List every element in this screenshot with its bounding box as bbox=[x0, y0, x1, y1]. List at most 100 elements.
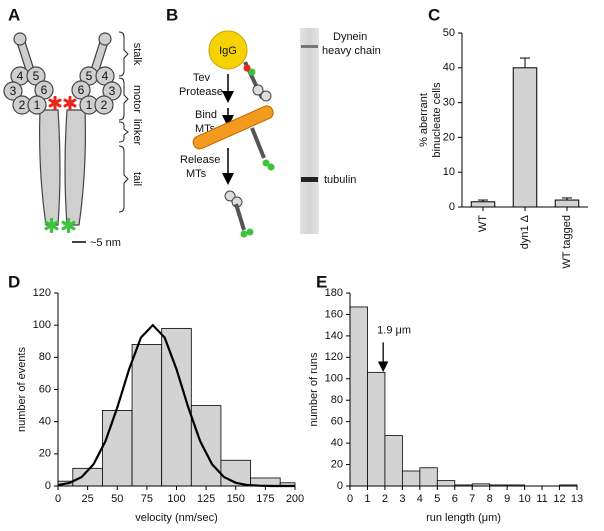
y-tick-label: 140 bbox=[325, 330, 343, 342]
x-tick-label: 0 bbox=[55, 493, 61, 505]
red-tag bbox=[48, 96, 62, 110]
x-tick-label: WT tagged bbox=[561, 215, 573, 269]
dynein-head bbox=[224, 190, 236, 202]
x-tick-label: 4 bbox=[417, 493, 423, 505]
stalk-head bbox=[98, 32, 112, 46]
y-tick-label: 40 bbox=[39, 416, 51, 428]
x-tick-label: dyn1 Δ bbox=[519, 214, 531, 249]
scale-label: ~5 nm bbox=[90, 237, 121, 249]
step-label: Release bbox=[180, 154, 220, 166]
x-tick-label: 12 bbox=[553, 493, 565, 505]
y-tick-label: 100 bbox=[33, 319, 51, 331]
step-label: Tev bbox=[193, 72, 211, 84]
histogram-bar bbox=[349, 306, 368, 487]
bracket bbox=[118, 77, 129, 121]
x-tick-label: 125 bbox=[197, 493, 215, 505]
region-label: linker bbox=[131, 119, 143, 146]
x-tick-label: 9 bbox=[504, 493, 510, 505]
annotation: 1.9 μm bbox=[377, 324, 411, 336]
y-tick-label: 0 bbox=[449, 201, 455, 213]
gel-lane bbox=[300, 28, 319, 234]
panel-label: B bbox=[166, 5, 178, 24]
y-axis-label: number of runs bbox=[308, 352, 320, 426]
x-tick-label: 100 bbox=[167, 493, 185, 505]
dynein-cartoon bbox=[250, 127, 266, 159]
y-tick-label: 80 bbox=[331, 394, 343, 406]
x-tick-label: 1 bbox=[364, 493, 370, 505]
histogram-bar bbox=[401, 470, 421, 487]
x-tick-label: WT bbox=[477, 215, 489, 232]
band-label: tubulin bbox=[324, 174, 356, 186]
green-tag bbox=[262, 159, 270, 167]
domain-number: 1 bbox=[86, 98, 93, 112]
y-tick-label: 30 bbox=[443, 97, 455, 109]
histogram-bar bbox=[367, 371, 386, 487]
histogram-bar bbox=[190, 405, 222, 487]
motor-left: 4 5 3 6 2 1 bbox=[3, 66, 54, 115]
x-tick-label: 200 bbox=[286, 493, 304, 505]
gel-band bbox=[301, 45, 318, 48]
domain bbox=[71, 80, 91, 100]
tail bbox=[64, 109, 86, 226]
gel-band bbox=[301, 177, 318, 182]
y-tick-label: 20 bbox=[331, 458, 343, 470]
y-tick-label: 60 bbox=[331, 416, 343, 428]
motor-right: 5 4 6 3 1 2 bbox=[71, 66, 122, 115]
x-tick-label: 75 bbox=[141, 493, 153, 505]
domain-number: 1 bbox=[34, 98, 41, 112]
y-tick-label: 20 bbox=[443, 131, 455, 143]
step-label: Protease bbox=[179, 86, 223, 98]
microtubule bbox=[192, 105, 274, 150]
x-tick-label: 2 bbox=[382, 493, 388, 505]
stalk bbox=[17, 38, 34, 74]
x-tick-label: 3 bbox=[399, 493, 405, 505]
domain-number: 6 bbox=[78, 83, 85, 97]
x-tick-label: 7 bbox=[469, 493, 475, 505]
red-tag bbox=[243, 64, 251, 72]
x-tick-label: 175 bbox=[256, 493, 274, 505]
domain-number: 5 bbox=[86, 69, 93, 83]
y-axis-label: number of events bbox=[16, 347, 28, 432]
domain-number: 5 bbox=[33, 69, 40, 83]
panel-label: A bbox=[8, 5, 20, 24]
histogram-bar bbox=[419, 467, 438, 487]
bracket bbox=[118, 145, 129, 213]
green-tag bbox=[246, 228, 254, 236]
y-tick-label: 50 bbox=[443, 27, 455, 39]
x-tick-label: 25 bbox=[82, 493, 94, 505]
y-tick-label: 120 bbox=[33, 287, 51, 299]
x-tick-label: 6 bbox=[452, 493, 458, 505]
x-tick-label: 0 bbox=[347, 493, 353, 505]
bead-label: IgG bbox=[219, 45, 237, 57]
dynein-head bbox=[252, 84, 264, 96]
y-tick-label: 100 bbox=[325, 373, 343, 385]
domain-number: 4 bbox=[17, 69, 24, 83]
domain bbox=[94, 95, 114, 115]
y-tick-label: 0 bbox=[45, 480, 51, 492]
step-label: Bind bbox=[195, 109, 217, 121]
dynein-head bbox=[260, 90, 272, 102]
bar bbox=[554, 199, 580, 208]
panel-label: D bbox=[8, 272, 20, 291]
green-tag bbox=[248, 68, 256, 76]
y-axis-label: binucleate cells bbox=[431, 82, 443, 158]
domain-number: 2 bbox=[101, 98, 108, 112]
region-label: stalk bbox=[131, 43, 143, 66]
x-tick-label: 5 bbox=[434, 493, 440, 505]
domain-number: 2 bbox=[19, 98, 26, 112]
fit-curve bbox=[57, 323, 295, 488]
panel-label: C bbox=[428, 5, 440, 24]
bar bbox=[512, 67, 538, 208]
tail bbox=[39, 109, 61, 226]
histogram-bar bbox=[436, 480, 456, 487]
domain-number: 3 bbox=[10, 84, 17, 98]
x-tick-label: 50 bbox=[111, 493, 123, 505]
y-tick-label: 80 bbox=[39, 351, 51, 363]
band-label: heavy chain bbox=[322, 45, 381, 57]
y-tick-label: 0 bbox=[337, 480, 343, 492]
y-axis-label: % aberrant bbox=[418, 93, 430, 147]
x-tick-label: 8 bbox=[487, 493, 493, 505]
domain-number: 4 bbox=[102, 69, 109, 83]
y-tick-label: 40 bbox=[331, 437, 343, 449]
